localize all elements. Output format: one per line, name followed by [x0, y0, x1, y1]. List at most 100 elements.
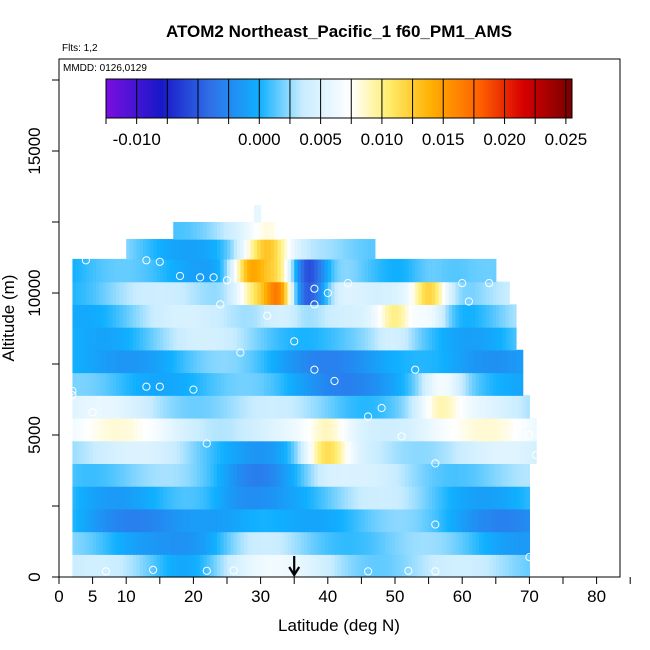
heatmap-cell	[526, 440, 530, 464]
colorbar-segment	[318, 79, 321, 118]
heatmap-cell	[179, 440, 184, 464]
heatmap-cell	[277, 417, 282, 442]
heatmap-cell	[445, 508, 450, 533]
heatmap-cell	[206, 554, 211, 578]
heatmap-cell	[452, 486, 457, 510]
heatmap-cell	[132, 304, 137, 328]
heatmap-cell	[183, 281, 188, 305]
heatmap-cell	[237, 239, 242, 260]
heatmap-cell	[361, 395, 366, 419]
heatmap-cell	[297, 258, 302, 283]
heatmap-cell	[314, 372, 319, 396]
colorbar-segment	[322, 79, 325, 118]
heatmap-cell	[200, 486, 205, 510]
heatmap-cell	[220, 327, 225, 351]
heatmap-cell	[277, 372, 282, 396]
heatmap-cell	[119, 508, 124, 533]
heatmap-cell	[250, 440, 255, 464]
heatmap-cell	[384, 304, 389, 328]
heatmap-cell	[126, 440, 131, 464]
heatmap-cell	[499, 304, 504, 328]
sample-point	[525, 263, 534, 272]
heatmap-cell	[179, 327, 184, 351]
heatmap-cell	[112, 531, 117, 555]
heatmap-cell	[280, 440, 285, 464]
heatmap-cell	[361, 440, 366, 464]
heatmap-cell	[465, 554, 470, 578]
heatmap-cell	[321, 463, 326, 487]
heatmap-cell	[381, 327, 386, 351]
heatmap-cell	[334, 554, 339, 578]
heatmap-cell	[183, 258, 188, 283]
heatmap-cell	[196, 372, 201, 396]
colorbar-tick-label: 0.020	[483, 130, 526, 149]
heatmap-cell	[176, 222, 181, 240]
heatmap-cell	[472, 304, 477, 328]
heatmap-cell	[381, 440, 386, 464]
heatmap-cell	[364, 486, 369, 510]
heatmap-cell	[408, 327, 413, 351]
heatmap-cell	[166, 304, 171, 328]
heatmap-cell	[442, 327, 446, 351]
heatmap-cell	[489, 327, 494, 351]
heatmap-cell	[82, 440, 87, 464]
heatmap-cell	[274, 395, 278, 419]
heatmap-cell	[169, 463, 174, 487]
heatmap-cell	[173, 417, 178, 442]
heatmap-cell	[519, 349, 524, 374]
heatmap-cell	[173, 395, 178, 419]
heatmap-cell	[210, 554, 215, 578]
heatmap-cell	[179, 554, 184, 578]
heatmap-cell	[99, 258, 104, 283]
heatmap-cell	[163, 349, 168, 374]
heatmap-cell	[240, 440, 245, 464]
heatmap-cell	[492, 486, 497, 510]
heatmap-cell	[492, 395, 497, 419]
heatmap-cell	[297, 554, 302, 578]
heatmap-cell	[156, 304, 161, 328]
heatmap-cell	[203, 304, 208, 328]
heatmap-cell	[146, 463, 151, 487]
heatmap-cell	[421, 372, 426, 396]
colorbar-segment	[252, 79, 255, 118]
heatmap-cell	[415, 463, 420, 487]
heatmap-cell	[331, 463, 336, 487]
heatmap-cell	[401, 486, 406, 510]
heatmap-cell	[311, 258, 315, 283]
heatmap-cell	[106, 349, 110, 374]
heatmap-cell	[173, 349, 178, 374]
heatmap-cell	[334, 239, 339, 260]
heatmap-cell	[485, 395, 490, 419]
heatmap-cell	[311, 349, 315, 374]
heatmap-cell	[482, 349, 487, 374]
heatmap-cell	[297, 417, 302, 442]
heatmap-cell	[106, 417, 110, 442]
heatmap-cell	[106, 281, 110, 305]
heatmap-cell	[317, 372, 322, 396]
heatmap-cell	[79, 395, 84, 419]
heatmap-cell	[213, 554, 218, 578]
colorbar-segment	[424, 79, 427, 118]
heatmap-cell	[186, 372, 191, 396]
heatmap-cell	[341, 531, 346, 555]
heatmap-cell	[331, 554, 336, 578]
heatmap-cell	[435, 486, 440, 510]
heatmap-cell	[95, 327, 100, 351]
heatmap-cell	[458, 327, 463, 351]
heatmap-cell	[472, 395, 477, 419]
heatmap-cell	[468, 554, 473, 578]
heatmap-cell	[512, 395, 517, 419]
heatmap-cell	[270, 281, 275, 305]
heatmap-cell	[358, 531, 362, 555]
heatmap-cell	[358, 417, 362, 442]
heatmap-cell	[519, 440, 524, 464]
heatmap-cell	[220, 395, 225, 419]
heatmap-cell	[92, 417, 97, 442]
heatmap-cell	[526, 463, 530, 487]
heatmap-cell	[200, 440, 205, 464]
heatmap-cell	[243, 281, 248, 305]
heatmap-cell	[297, 531, 302, 555]
heatmap-cell	[143, 440, 147, 464]
heatmap-cell	[183, 395, 188, 419]
heatmap-cell	[462, 486, 467, 510]
